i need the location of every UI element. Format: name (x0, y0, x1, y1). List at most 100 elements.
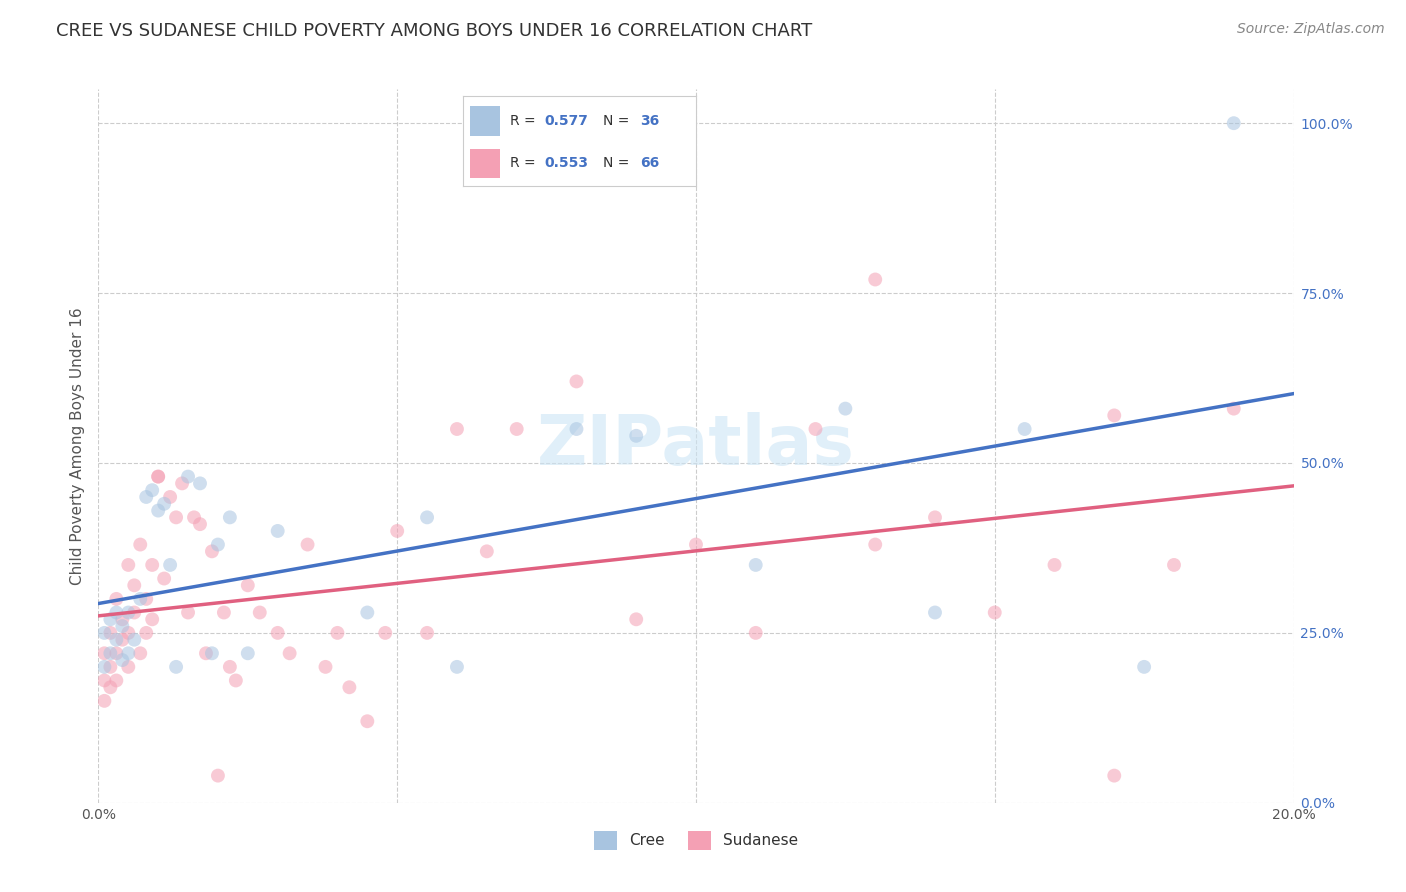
Point (188, 517, 211, 532)
Point (141, 558, 163, 572)
Legend: Cree, Sudanese: Cree, Sudanese (588, 825, 804, 855)
Point (124, 632, 146, 647)
Point (148, 469, 170, 483)
Point (1014, 422, 1036, 436)
Point (236, 646, 259, 660)
Point (565, 375, 588, 389)
Y-axis label: Child Poverty Among Boys Under 16: Child Poverty Among Boys Under 16 (69, 307, 84, 585)
Point (219, 660, 242, 674)
Point (111, 653, 134, 667)
Point (159, 558, 181, 572)
Point (201, 544, 224, 558)
Point (93, 646, 115, 660)
Point (165, 660, 187, 674)
Text: Source: ZipAtlas.com: Source: ZipAtlas.com (1237, 22, 1385, 37)
Point (177, 606, 200, 620)
Point (685, 537, 707, 551)
Point (93, 673, 115, 688)
Point (506, 422, 529, 436)
Point (267, 524, 290, 538)
Point (141, 612, 163, 626)
Point (98, 626, 122, 640)
Point (172, 476, 194, 491)
Point (315, 660, 337, 674)
Point (117, 646, 139, 660)
Point (93, 660, 115, 674)
Point (1104, 409, 1126, 423)
Point (212, 606, 235, 620)
Point (135, 490, 157, 504)
Point (326, 626, 349, 640)
Point (105, 606, 128, 620)
Point (475, 544, 498, 558)
Point (98, 646, 122, 660)
Point (195, 646, 218, 660)
Point (105, 646, 128, 660)
Point (129, 537, 152, 551)
Point (865, 537, 887, 551)
Point (111, 619, 134, 633)
Point (111, 612, 134, 626)
Point (374, 626, 396, 640)
Point (165, 510, 187, 524)
Point (148, 469, 170, 483)
Point (984, 606, 1007, 620)
Point (745, 626, 768, 640)
Point (1104, 769, 1126, 783)
Point (93, 626, 115, 640)
Point (117, 606, 139, 620)
Point (626, 429, 648, 443)
Point (117, 558, 139, 572)
Point (183, 510, 205, 524)
Point (278, 646, 301, 660)
Point (416, 510, 439, 524)
Point (339, 680, 361, 694)
Point (148, 503, 170, 517)
Point (141, 483, 163, 498)
Point (124, 606, 146, 620)
Point (135, 626, 157, 640)
Point (129, 591, 152, 606)
Point (565, 422, 588, 436)
Point (446, 660, 468, 674)
Point (416, 626, 439, 640)
Point (135, 591, 157, 606)
Point (924, 510, 946, 524)
Point (93, 694, 115, 708)
Point (626, 612, 648, 626)
Point (111, 632, 134, 647)
Point (98, 680, 122, 694)
Point (207, 537, 229, 551)
Point (236, 578, 259, 592)
Point (105, 673, 128, 688)
Point (745, 558, 768, 572)
Point (207, 769, 229, 783)
Point (834, 401, 856, 416)
Point (124, 578, 146, 592)
Point (446, 422, 468, 436)
Point (1133, 660, 1156, 674)
Point (177, 469, 200, 483)
Point (225, 673, 247, 688)
Point (98, 660, 122, 674)
Text: ZIPatlas: ZIPatlas (537, 412, 855, 480)
Point (385, 524, 409, 538)
Point (117, 660, 139, 674)
Point (249, 606, 271, 620)
Point (105, 632, 128, 647)
Point (129, 646, 152, 660)
Point (153, 572, 176, 586)
Point (1163, 558, 1185, 572)
Point (159, 490, 181, 504)
Text: CREE VS SUDANESE CHILD POVERTY AMONG BOYS UNDER 16 CORRELATION CHART: CREE VS SUDANESE CHILD POVERTY AMONG BOY… (56, 22, 813, 40)
Point (153, 497, 176, 511)
Point (117, 626, 139, 640)
Point (804, 422, 827, 436)
Point (865, 272, 887, 286)
Point (1223, 401, 1246, 416)
Point (356, 714, 378, 729)
Point (1043, 558, 1066, 572)
Point (924, 606, 946, 620)
Point (188, 476, 211, 491)
Point (98, 612, 122, 626)
